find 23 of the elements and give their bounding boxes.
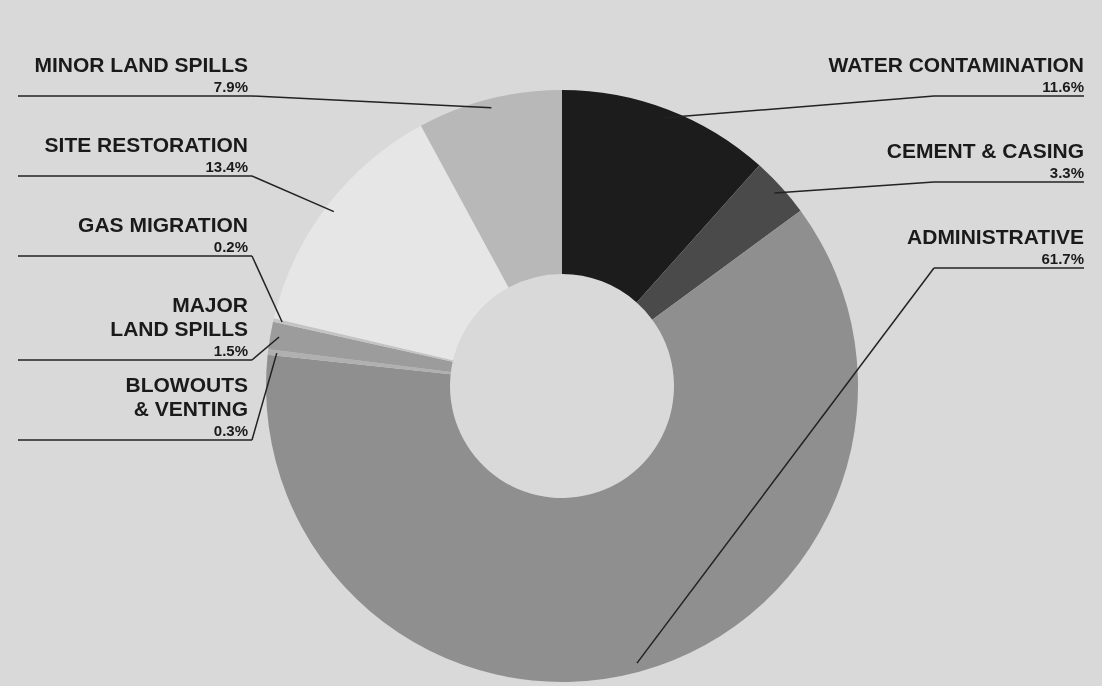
slice-label: WATER CONTAMINATION — [828, 53, 1084, 76]
donut-slice — [273, 125, 509, 361]
slice-label: SITE RESTORATION — [44, 133, 248, 156]
slice-label: BLOWOUTS & VENTING — [125, 373, 248, 420]
slice-label: CEMENT & CASING — [886, 139, 1084, 162]
data-label: 3.3% — [1049, 164, 1084, 181]
slice-label: MAJOR LAND SPILLS — [110, 293, 248, 340]
donut-slice — [273, 318, 453, 362]
donut-slice — [266, 210, 858, 682]
data-label: 11.6% — [1042, 78, 1084, 95]
donut-slice — [420, 90, 562, 288]
donut-slice — [268, 321, 453, 373]
slice-label: ADMINISTRATIVE — [907, 225, 1084, 248]
slice-label: GAS MIGRATION — [78, 213, 248, 236]
donut-slice — [636, 165, 801, 320]
data-label: 61.7% — [1041, 250, 1084, 267]
data-label: 1.5% — [213, 342, 248, 359]
donut-slice — [267, 349, 451, 375]
data-label: 0.2% — [213, 238, 248, 255]
data-label: 7.9% — [213, 78, 248, 95]
data-label: 0.3% — [213, 422, 248, 439]
slice-label: MINOR LAND SPILLS — [34, 53, 248, 76]
data-label: 13.4% — [205, 158, 248, 175]
